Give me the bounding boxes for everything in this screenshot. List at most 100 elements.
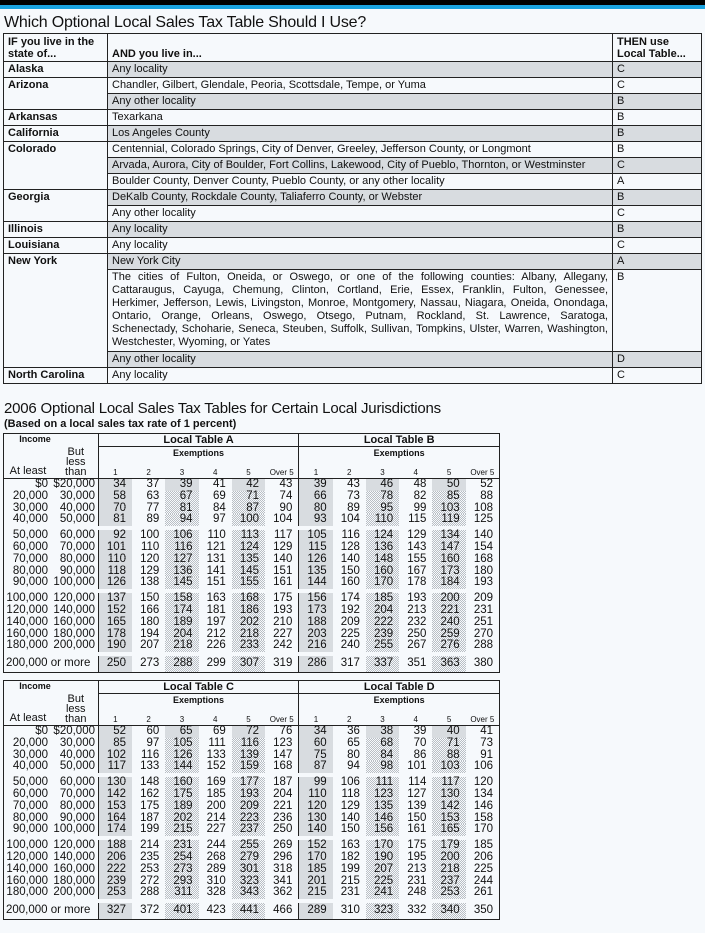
tax-value: 87 (231, 502, 266, 515)
tax-value: 202 (165, 812, 199, 825)
tax-value: 441 (231, 903, 266, 920)
income-but-less-than: 120,000 (53, 839, 95, 852)
income-range: 60,000 70,000 (3, 541, 99, 554)
exemptions-label: Exemptions (98, 693, 300, 706)
tax-value: 117 (432, 776, 466, 789)
income-label: Income (19, 681, 51, 691)
guide-row: Arizona Chandler, Gilbert, Glendale, Peor… (3, 77, 702, 110)
income-at-least: 70,000 (12, 799, 48, 812)
exemption-column-header: 3 (365, 459, 400, 479)
tax-value: 327 (98, 903, 133, 920)
tax-value: 301 (231, 863, 266, 876)
income-row: 20,000 30,000 58 63 67 69 71 74 66 73 78 82 85 88 (3, 489, 500, 503)
income-at-least: 180,000 (6, 639, 48, 652)
row-gap (3, 899, 500, 904)
income-range: 160,000 180,000 (3, 875, 99, 888)
but-less-than-label: But less than (65, 446, 87, 478)
tax-value: 178 (407, 576, 427, 589)
tax-value: 71 (432, 737, 466, 750)
tax-value: 165 (432, 824, 466, 837)
tables-subtitle: (Based on a local sales tax rate of 1 pe… (4, 418, 237, 430)
tax-value: 151 (206, 576, 226, 589)
income-range: 100,000 120,000 (3, 592, 99, 605)
exemption-column-header: 2 (132, 706, 166, 726)
guide-row: Any other locality C (4, 205, 702, 222)
tax-value: 46 (365, 478, 400, 491)
tax-value: 66 (298, 490, 333, 503)
tax-value: 133 (206, 748, 226, 761)
tax-value: 239 (98, 875, 133, 888)
tax-value: 250 (407, 627, 427, 640)
exemption-column-header: 5 (432, 459, 466, 479)
tax-value: 273 (165, 863, 199, 876)
tax-value: 153 (432, 812, 466, 825)
tax-value: 190 (98, 640, 133, 653)
tax-value: 189 (165, 800, 199, 813)
tax-value: 71 (231, 490, 266, 503)
locality-text: Any other locality (107, 93, 613, 110)
tax-value: 351 (407, 657, 427, 670)
tax-value: 129 (407, 529, 427, 542)
tax-value: 160 (365, 565, 400, 578)
income-at-least: 30,000 (12, 501, 48, 514)
tax-value: 140 (340, 811, 360, 824)
tax-value: 38 (365, 725, 400, 738)
tax-value: 39 (298, 478, 333, 491)
tax-value: 175 (407, 839, 427, 852)
tax-value: 207 (365, 863, 400, 876)
income-but-less-than: 60,000 (59, 776, 95, 789)
tax-value: 104 (265, 514, 300, 527)
tax-value: 170 (365, 577, 400, 590)
tax-value: 130 (432, 788, 466, 801)
tax-value: 214 (206, 811, 226, 824)
income-range: 30,000 40,000 (3, 749, 99, 762)
tax-value: 319 (265, 656, 300, 673)
income-row: 30,000 40,000 70 77 81 84 87 90 80 89 95 99 103 108 (3, 501, 500, 515)
guide-row: California Los Angeles County B (3, 125, 702, 142)
tax-value: 199 (340, 862, 360, 875)
income-row: 100,000 120,000 137 150 158 163 168 175 156 174 18… (3, 592, 500, 605)
guide-row: Louisiana Any locality C (3, 237, 702, 254)
tax-value: 37 (146, 478, 160, 490)
tax-value: 268 (206, 850, 226, 863)
tax-value: 48 (413, 478, 427, 490)
tax-value: 307 (231, 656, 266, 673)
guide-row: Arkansas Texarkana B (3, 109, 702, 126)
income-range: 80,000 90,000 (3, 565, 99, 578)
local-table-name: Local Table C (98, 680, 300, 694)
tax-value: 175 (165, 788, 199, 801)
tax-value: 286 (298, 656, 333, 673)
tax-value: 152 (206, 760, 226, 773)
income-range: $0 $20,000 (3, 725, 99, 738)
tax-value: 39 (165, 478, 199, 491)
tax-value: 466 (265, 903, 300, 920)
income-at-least: 100,000 (6, 592, 48, 605)
tax-value: 108 (473, 501, 493, 514)
guide-row: Georgia DeKalb County, Rockdale County, T… (3, 189, 702, 222)
tax-value: 152 (98, 604, 133, 617)
tax-value: 180 (140, 615, 160, 628)
tax-value: 135 (231, 553, 266, 566)
tax-value: 210 (265, 616, 300, 629)
income-at-least: 50,000 (12, 529, 48, 542)
tax-value: 154 (473, 540, 493, 553)
tax-value: 251 (473, 615, 493, 628)
tax-value: 88 (432, 749, 466, 762)
income-but-less-than: 80,000 (59, 552, 95, 565)
tax-value: 152 (298, 839, 333, 852)
exemption-column-header: 2 (332, 706, 366, 726)
tax-value: 114 (408, 776, 427, 789)
exemption-column-header: Over 5 (465, 459, 500, 479)
tax-value: 169 (206, 776, 226, 789)
tax-value: 69 (213, 489, 226, 502)
tax-value: 288 (140, 886, 160, 899)
income-at-least: $0 (35, 725, 48, 737)
tax-value: 225 (340, 627, 360, 640)
tax-value: 63 (146, 489, 160, 502)
income-row: 50,000 60,000 130 148 160 169 177 187 99 106 111 11… (3, 776, 500, 789)
local-table-letter: C (612, 367, 702, 384)
table-name-row: Income At least But less than Local Table A… (3, 433, 500, 479)
income-range: 160,000 180,000 (3, 628, 99, 641)
income-at-least: 60,000 (12, 787, 48, 800)
tax-value: 144 (165, 761, 199, 774)
